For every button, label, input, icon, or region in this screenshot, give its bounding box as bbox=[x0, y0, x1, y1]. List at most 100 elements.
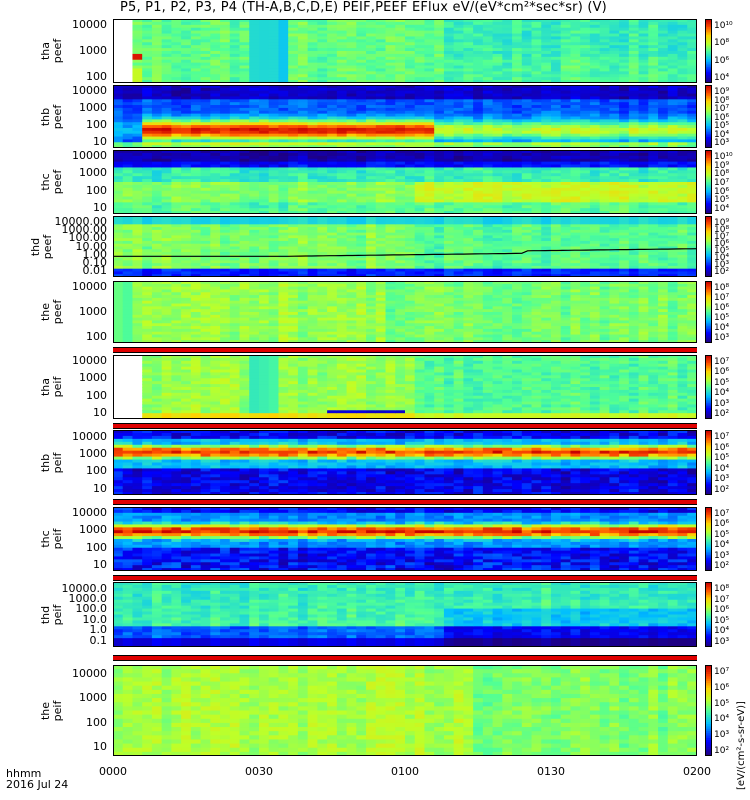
heatmap-cell bbox=[473, 96, 484, 100]
heatmap-cell bbox=[628, 113, 640, 118]
heatmap-cell bbox=[122, 173, 134, 177]
colorbar-swatch bbox=[705, 55, 712, 58]
heatmap-cell bbox=[366, 271, 377, 275]
heatmap-cell bbox=[638, 96, 649, 100]
heatmap-cell bbox=[190, 224, 202, 228]
heatmap-cell bbox=[570, 173, 581, 177]
heatmap-cell bbox=[648, 62, 659, 67]
heatmap-cell bbox=[424, 238, 435, 242]
heatmap-cell bbox=[560, 139, 572, 143]
heatmap-cell bbox=[181, 133, 192, 138]
heatmap-cell bbox=[151, 216, 163, 220]
colorbar-thc-peef bbox=[705, 150, 712, 214]
heatmap-cell bbox=[677, 187, 688, 192]
heatmap-cell bbox=[327, 170, 338, 174]
heatmap-cell bbox=[210, 53, 221, 58]
colorbar-swatch bbox=[705, 210, 712, 213]
heatmap-cell bbox=[502, 59, 513, 64]
heatmap-cell bbox=[366, 110, 377, 115]
heatmap-cell bbox=[395, 238, 406, 242]
heatmap-cell bbox=[658, 105, 669, 109]
heatmap-cell bbox=[424, 221, 435, 225]
heatmap-cell bbox=[521, 45, 533, 49]
heatmap-cell bbox=[278, 229, 289, 234]
heatmap-cell bbox=[648, 182, 659, 186]
heatmap-cell bbox=[424, 93, 435, 98]
heatmap-cell bbox=[220, 116, 231, 120]
heatmap-cell bbox=[229, 33, 241, 38]
heatmap-cell bbox=[346, 87, 357, 92]
heatmap-cell bbox=[531, 127, 542, 132]
heatmap-cell bbox=[502, 68, 513, 72]
heatmap-cell bbox=[599, 211, 610, 214]
heatmap-cell bbox=[551, 190, 562, 195]
heatmap-cell bbox=[346, 133, 357, 138]
colorbar-swatch bbox=[705, 141, 712, 144]
heatmap-cell bbox=[122, 127, 134, 132]
heatmap-cell bbox=[551, 105, 562, 109]
heatmap-cell bbox=[385, 42, 396, 46]
heatmap-cell bbox=[317, 190, 328, 195]
heatmap-cell bbox=[307, 229, 318, 234]
heatmap-cell bbox=[259, 199, 270, 203]
heatmap-cell bbox=[249, 271, 260, 275]
heatmap-cell bbox=[560, 62, 572, 67]
heatmap-cell bbox=[687, 122, 697, 126]
colorbar-tick-label: 10¹⁰ bbox=[714, 152, 733, 162]
colorbar-swatch bbox=[705, 206, 712, 209]
heatmap-cell bbox=[443, 59, 455, 64]
heatmap-cell bbox=[375, 268, 387, 273]
heatmap-cell bbox=[551, 77, 562, 81]
heatmap-cell bbox=[667, 107, 679, 112]
heatmap-cell bbox=[648, 51, 659, 55]
heatmap-cell bbox=[482, 56, 494, 61]
heatmap-cell bbox=[405, 24, 416, 29]
heatmap-cell bbox=[346, 218, 357, 223]
colorbar-swatch bbox=[705, 63, 712, 66]
colorbar-swatch bbox=[705, 105, 712, 108]
heatmap-cell bbox=[366, 93, 377, 98]
heatmap-cell bbox=[278, 80, 289, 83]
heatmap-cell bbox=[424, 21, 435, 26]
colorbar-swatch bbox=[705, 94, 712, 97]
heatmap-cell bbox=[375, 235, 387, 239]
heatmap-cell bbox=[502, 142, 513, 146]
heatmap-cell bbox=[132, 187, 143, 192]
heatmap-cell bbox=[122, 193, 134, 198]
heatmap-cell bbox=[580, 59, 591, 64]
heatmap-cell bbox=[200, 257, 211, 261]
heatmap-cell bbox=[142, 93, 153, 98]
heatmap-cell bbox=[492, 45, 503, 49]
heatmap-cell bbox=[327, 42, 338, 46]
colorbar-swatch bbox=[705, 124, 712, 127]
heatmap-cell bbox=[122, 164, 134, 169]
heatmap-cell bbox=[502, 182, 513, 186]
heatmap-cell bbox=[210, 246, 221, 250]
heatmap-cell bbox=[239, 205, 250, 209]
heatmap-cell bbox=[200, 77, 211, 81]
heatmap-cell bbox=[356, 211, 367, 214]
heatmap-cell bbox=[667, 127, 679, 132]
heatmap-cell bbox=[424, 87, 435, 92]
heatmap-cell bbox=[297, 65, 309, 70]
heatmap-cell bbox=[687, 24, 697, 29]
heatmap-cell bbox=[395, 152, 406, 157]
heatmap-cell bbox=[687, 110, 697, 115]
heatmap-cell bbox=[395, 71, 406, 75]
heatmap-cell bbox=[268, 205, 280, 209]
heatmap-cell bbox=[580, 99, 591, 103]
heatmap-cell bbox=[687, 56, 697, 61]
colorbar-frame bbox=[705, 150, 712, 214]
heatmap-cell bbox=[628, 145, 640, 148]
heatmap-cell bbox=[434, 133, 445, 138]
heatmap-cell bbox=[356, 161, 367, 166]
heatmap-cell bbox=[395, 65, 406, 70]
heatmap-cell bbox=[541, 87, 552, 92]
heatmap-cell bbox=[151, 27, 163, 32]
heatmap-cell bbox=[307, 27, 318, 32]
heatmap-cell bbox=[541, 59, 552, 64]
heatmap-cell bbox=[443, 77, 455, 81]
heatmap-cell bbox=[492, 51, 503, 55]
heatmap-cell bbox=[122, 90, 134, 95]
heatmap-cell bbox=[395, 90, 406, 95]
